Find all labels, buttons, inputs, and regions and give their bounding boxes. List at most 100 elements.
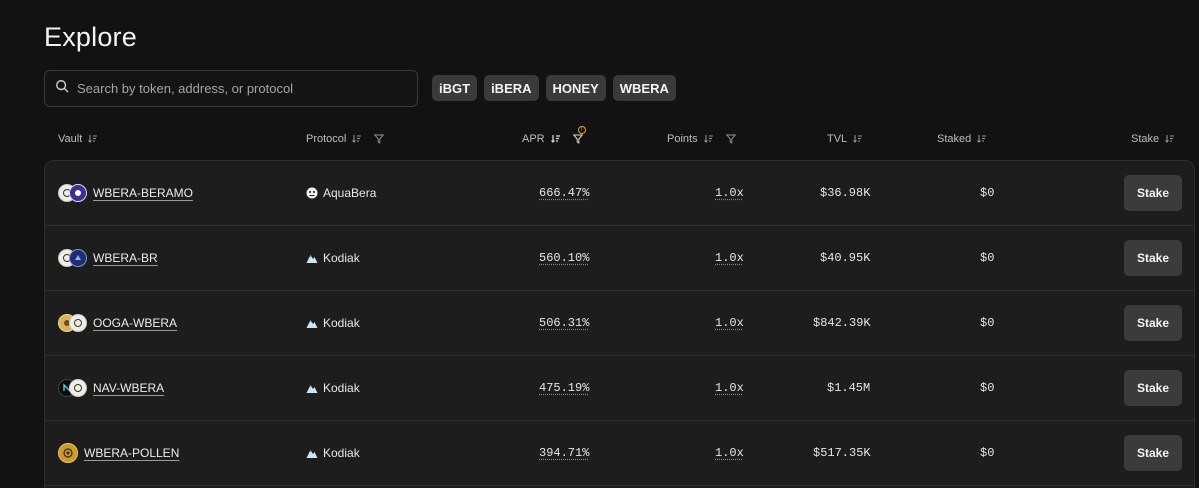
- aquabera-icon: [306, 187, 318, 199]
- token-pair-icons: [58, 249, 87, 267]
- col-vault[interactable]: Vault: [58, 133, 98, 145]
- staked-value: $0: [980, 446, 994, 460]
- points-value[interactable]: 1.0x: [715, 186, 744, 200]
- tvl-cell: $517.35K: [813, 421, 871, 485]
- col-points[interactable]: Points: [667, 133, 736, 145]
- kodiak-icon: [306, 317, 318, 329]
- table-row[interactable]: WBERA-BERAMO AquaBera 666.47% 1.0x $36.9…: [45, 161, 1195, 226]
- vault-cell: WBERA-POLLEN: [58, 421, 179, 485]
- vault-link[interactable]: OOGA-WBERA: [93, 316, 177, 330]
- apr-cell: 394.71%: [539, 421, 589, 485]
- beramo-token-icon: [69, 184, 87, 202]
- kodiak-icon: [306, 382, 318, 394]
- sort-icon[interactable]: [352, 134, 362, 144]
- sort-icon[interactable]: [704, 134, 714, 144]
- col-staked[interactable]: Staked: [937, 133, 987, 145]
- staked-cell: $0: [980, 291, 994, 355]
- search-input[interactable]: [77, 81, 397, 96]
- points-cell: 1.0x: [715, 161, 744, 225]
- apr-cell: 666.47%: [539, 161, 589, 225]
- filter-icon[interactable]: [726, 134, 736, 144]
- tvl-value: $1.45M: [827, 381, 870, 395]
- chip-honey[interactable]: HONEY: [546, 75, 606, 101]
- points-cell: 1.0x: [715, 356, 744, 420]
- col-vault-label: Vault: [58, 133, 82, 145]
- points-value[interactable]: 1.0x: [715, 381, 744, 395]
- apr-value[interactable]: 560.10%: [539, 251, 589, 265]
- tvl-cell: $40.95K: [820, 226, 870, 290]
- vault-link[interactable]: WBERA-BERAMO: [93, 186, 193, 200]
- col-tvl-label: TVL: [827, 133, 847, 145]
- table-row[interactable]: OOGA-WBERA Kodiak 506.31% 1.0x $842.39K …: [45, 291, 1195, 356]
- search-box[interactable]: [44, 70, 418, 107]
- page-title: Explore: [44, 22, 137, 53]
- col-staked-label: Staked: [937, 133, 971, 145]
- tvl-value: $40.95K: [820, 251, 870, 265]
- stake-button[interactable]: Stake: [1124, 435, 1182, 471]
- apr-cell: 506.31%: [539, 291, 589, 355]
- stake-button[interactable]: Stake: [1124, 240, 1182, 276]
- vault-link[interactable]: NAV-WBERA: [93, 381, 164, 395]
- apr-cell: 475.19%: [539, 356, 589, 420]
- tvl-value: $842.39K: [813, 316, 871, 330]
- sort-icon[interactable]: [551, 134, 561, 144]
- table-header: Vault Protocol APR ! Points TVL Staked S…: [0, 128, 1199, 152]
- pollen-token-icon: [58, 443, 78, 463]
- filter-icon[interactable]: [374, 134, 384, 144]
- protocol-cell: Kodiak: [306, 291, 360, 355]
- apr-value[interactable]: 666.47%: [539, 186, 589, 200]
- stake-button[interactable]: Stake: [1124, 370, 1182, 406]
- table-row[interactable]: WBERA-BR Kodiak 560.10% 1.0x $40.95K $0 …: [45, 226, 1195, 291]
- vault-link[interactable]: WBERA-POLLEN: [84, 446, 179, 460]
- vaults-table: WBERA-BERAMO AquaBera 666.47% 1.0x $36.9…: [44, 160, 1195, 488]
- vault-link[interactable]: WBERA-BR: [93, 251, 158, 265]
- points-value[interactable]: 1.0x: [715, 316, 744, 330]
- protocol-cell: Kodiak: [306, 356, 360, 420]
- vault-cell: WBERA-BR: [58, 226, 158, 290]
- protocol-cell: Kodiak: [306, 226, 360, 290]
- col-apr-label: APR: [522, 133, 545, 145]
- col-apr[interactable]: APR !: [522, 133, 583, 145]
- apr-value[interactable]: 394.71%: [539, 446, 589, 460]
- vault-cell: WBERA-BERAMO: [58, 161, 193, 225]
- table-row[interactable]: WBERA-POLLEN Kodiak 394.71% 1.0x $517.35…: [45, 421, 1195, 486]
- staked-cell: $0: [980, 161, 994, 225]
- staked-value: $0: [980, 186, 994, 200]
- col-stake[interactable]: Stake: [1131, 133, 1175, 145]
- tvl-cell: $842.39K: [813, 291, 871, 355]
- staked-cell: $0: [980, 226, 994, 290]
- points-value[interactable]: 1.0x: [715, 446, 744, 460]
- points-value[interactable]: 1.0x: [715, 251, 744, 265]
- wbera-token-icon: [69, 314, 87, 332]
- sort-icon[interactable]: [88, 134, 98, 144]
- col-protocol[interactable]: Protocol: [306, 133, 384, 145]
- staked-cell: $0: [980, 356, 994, 420]
- chip-ibgt[interactable]: iBGT: [432, 75, 477, 101]
- col-points-label: Points: [667, 133, 698, 145]
- stake-button[interactable]: Stake: [1124, 175, 1182, 211]
- table-row[interactable]: NAV-WBERA Kodiak 475.19% 1.0x $1.45M $0 …: [45, 356, 1195, 421]
- apr-value[interactable]: 506.31%: [539, 316, 589, 330]
- tvl-value: $517.35K: [813, 446, 871, 460]
- tvl-cell: $1.45M: [827, 356, 870, 420]
- wbera-token-icon: [69, 379, 87, 397]
- staked-value: $0: [980, 251, 994, 265]
- stake-button[interactable]: Stake: [1124, 305, 1182, 341]
- col-tvl[interactable]: TVL: [827, 133, 863, 145]
- sort-icon[interactable]: [1165, 134, 1175, 144]
- points-cell: 1.0x: [715, 421, 744, 485]
- chip-wbera[interactable]: WBERA: [613, 75, 676, 101]
- br-token-icon: [69, 249, 87, 267]
- protocol-name: Kodiak: [323, 381, 360, 395]
- points-cell: 1.0x: [715, 226, 744, 290]
- filter-icon[interactable]: !: [573, 134, 583, 144]
- token-pair-icons: [58, 443, 78, 463]
- points-cell: 1.0x: [715, 291, 744, 355]
- apr-value[interactable]: 475.19%: [539, 381, 589, 395]
- apr-cell: 560.10%: [539, 226, 589, 290]
- protocol-name: Kodiak: [323, 316, 360, 330]
- sort-icon[interactable]: [977, 134, 987, 144]
- chip-ibera[interactable]: iBERA: [484, 75, 538, 101]
- sort-icon[interactable]: [853, 134, 863, 144]
- protocol-name: Kodiak: [323, 251, 360, 265]
